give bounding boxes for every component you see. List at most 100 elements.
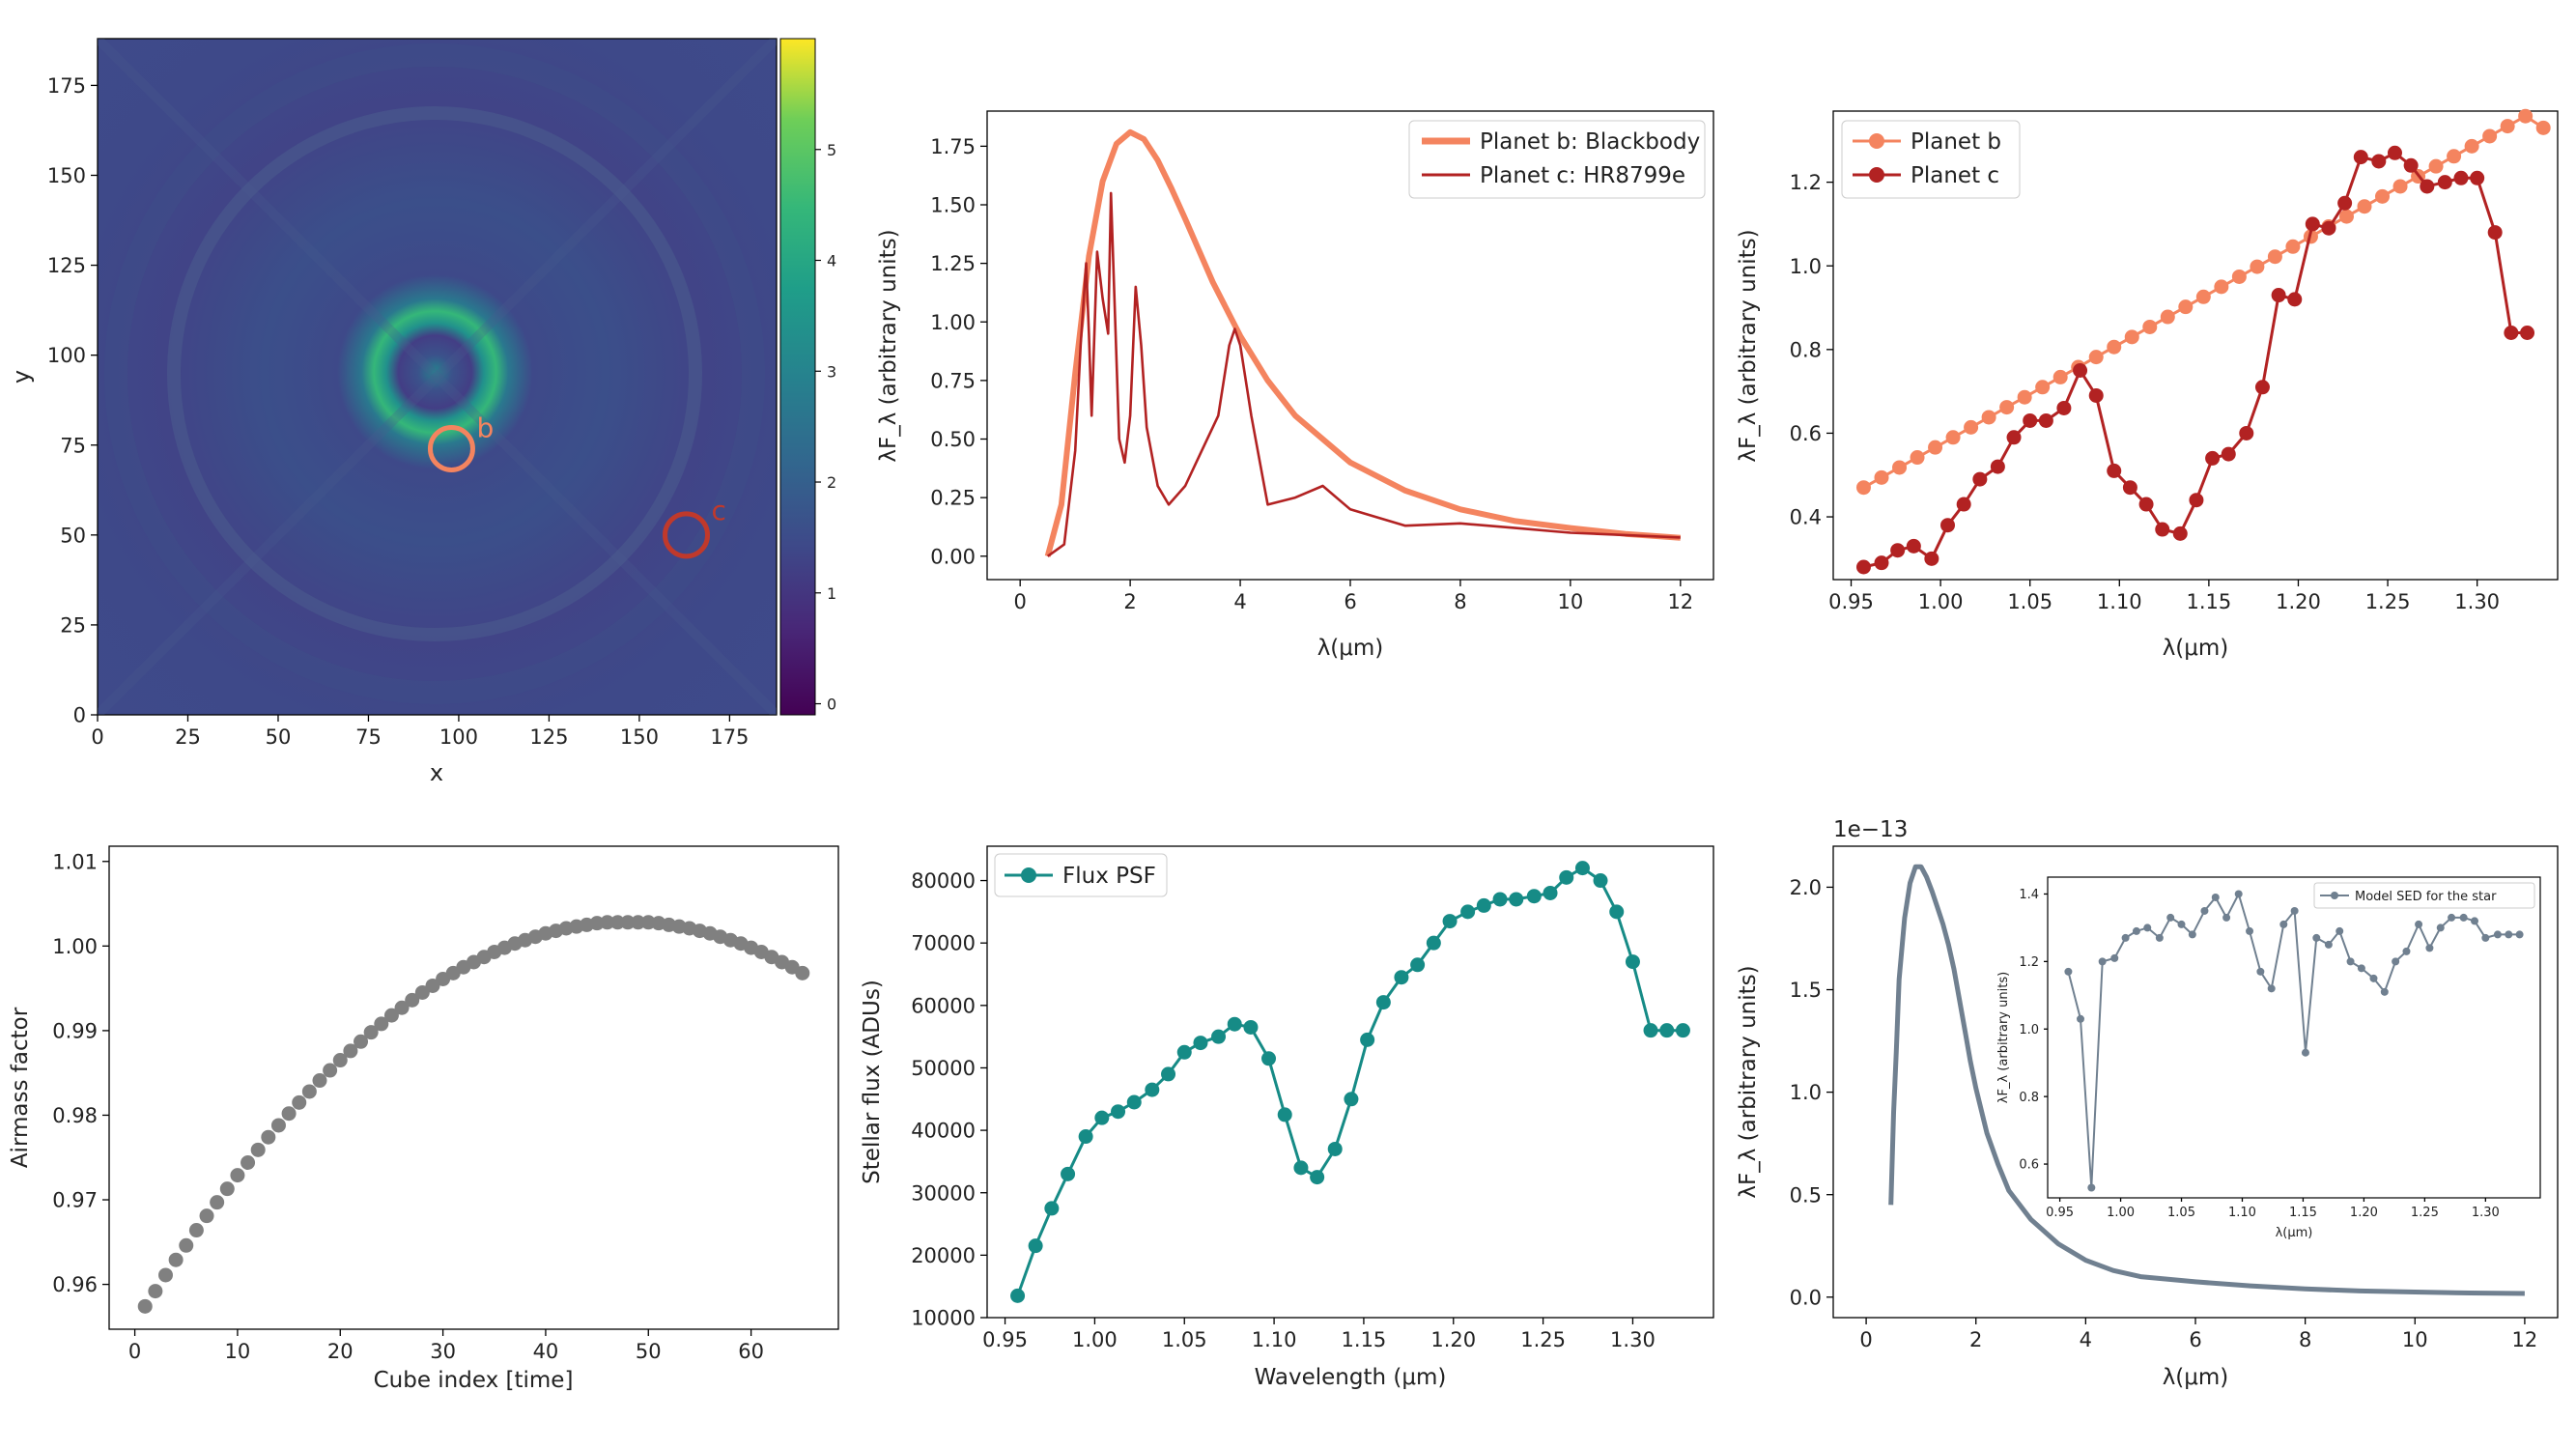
data-point [1625,954,1640,970]
data-point [2425,944,2434,952]
y-tick-label: 1.2 [1790,171,1822,194]
data-point [2301,1048,2309,1057]
offset-text: 1e−13 [1833,817,1908,842]
y-tick-label: 0.6 [2019,1158,2039,1173]
data-point [795,965,810,980]
x-tick-label: 1.00 [1918,590,1964,613]
data-point [1327,1141,1343,1156]
x-tick-label: 2 [1969,1328,1982,1351]
data-point [2166,913,2175,922]
x-tick-label: 0 [128,1340,141,1363]
data-point [1964,419,1979,435]
data-point [2155,522,2170,537]
data-point [2087,1183,2096,1192]
planet-c-label: c [712,495,726,526]
data-point [1293,1160,1309,1176]
y-axis-label: Stellar flux (ADUs) [860,980,885,1184]
x-tick-label: 1.00 [2107,1206,2135,1220]
x-tick-label: 100 [439,725,478,749]
x-tick-label: 150 [620,725,659,749]
y-tick-label: 150 [47,164,86,187]
data-point [383,1008,399,1023]
data-point [2471,917,2478,925]
y-tick-label: 0.25 [930,487,976,510]
x-tick-label: 50 [636,1340,662,1363]
data-point [1426,935,1441,951]
data-point [2420,179,2435,194]
x-tick-label: 1.25 [2411,1206,2439,1220]
data-point [1999,400,2015,415]
data-point [312,1073,327,1089]
y-axis-label: λF_λ (arbitrary units) [1736,965,1761,1198]
series-line [1044,128,1682,557]
data-point [2448,913,2456,922]
data-point [1924,551,1939,566]
data-point [1460,904,1476,920]
y-tick-label: 1.50 [930,194,976,217]
y-tick-label: 25 [60,613,86,637]
panel-stellar-sed: 0 2 4 6 8 10 12 0.0 0.5 1.0 1.5 2.0 1e−13 λ(μm) λF_… [1736,817,2559,1390]
data-point [292,1094,307,1110]
data-point [1161,1066,1176,1082]
data-point [1111,1104,1126,1120]
x-tick-label: 30 [430,1340,456,1363]
data-point [2375,188,2391,204]
data-point [1193,1036,1208,1051]
data-point [2205,450,2221,466]
plot-area [108,845,839,1330]
data-point [1890,543,1906,558]
data-point [1094,1110,1110,1125]
y-tick-label: 0.96 [52,1273,98,1296]
y-tick-label: 0.8 [1790,338,1822,361]
planet-c-marker [663,511,711,559]
legend-label-planet-b: Planet b: Blackbody [1480,129,1700,155]
data-point [1344,1092,1359,1107]
data-point [1078,1129,1093,1145]
x-tick-label: 50 [266,725,292,749]
data-point [2493,930,2502,939]
inset-legend-label: Model SED for the star [2355,890,2497,904]
data-point [1061,1166,1076,1181]
data-point [1659,1023,1675,1038]
x-tick-label: 4 [1233,590,1246,613]
x-tick-label: 0.95 [2046,1206,2074,1220]
data-point [1945,430,1961,445]
data-point [374,1016,389,1032]
data-point [2337,195,2353,211]
panel-binned-spectra: 0.95 1.00 1.05 1.10 1.15 1.20 1.25 1.30 0.4 0.6 0.… [1736,108,2559,661]
legend: Planet b: Blackbody Planet c: HR8799e [1408,120,1706,199]
data-point [2267,249,2282,265]
x-tick-label: 6 [2189,1328,2201,1351]
data-point [2107,463,2122,478]
x-tick-label: 1.20 [2276,590,2321,613]
planet-b-label: b [476,412,494,443]
data-point [230,1168,245,1183]
data-point [301,1084,317,1099]
data-point [1243,1019,1259,1035]
x-tick-label: 75 [355,725,382,749]
y-tick-label: 100 [47,344,86,367]
x-tick-label: 1.10 [2228,1206,2256,1220]
legend-label-planet-c: Planet c: HR8799e [1480,163,1685,188]
data-point [405,992,420,1008]
y-tick-label: 10000 [911,1307,976,1330]
colorbar-tick-label: 4 [827,252,836,270]
data-point [2231,269,2247,284]
data-point [219,1181,235,1197]
x-tick-label: 4 [2080,1328,2092,1351]
data-point [1892,460,1908,475]
data-point [2515,930,2524,939]
data-point [1442,914,1458,929]
legend: Planet b Planet c [1841,120,2021,199]
data-point [270,1118,286,1133]
y-tick-label: 175 [47,74,86,98]
data-point [2077,1014,2084,1023]
data-point [631,915,646,930]
data-point [1227,1016,1242,1032]
data-point [2287,292,2303,307]
data-point [2453,170,2469,185]
x-tick-label: 1.30 [2472,1206,2500,1220]
data-point [1044,1201,1060,1216]
data-point [1906,538,1921,554]
